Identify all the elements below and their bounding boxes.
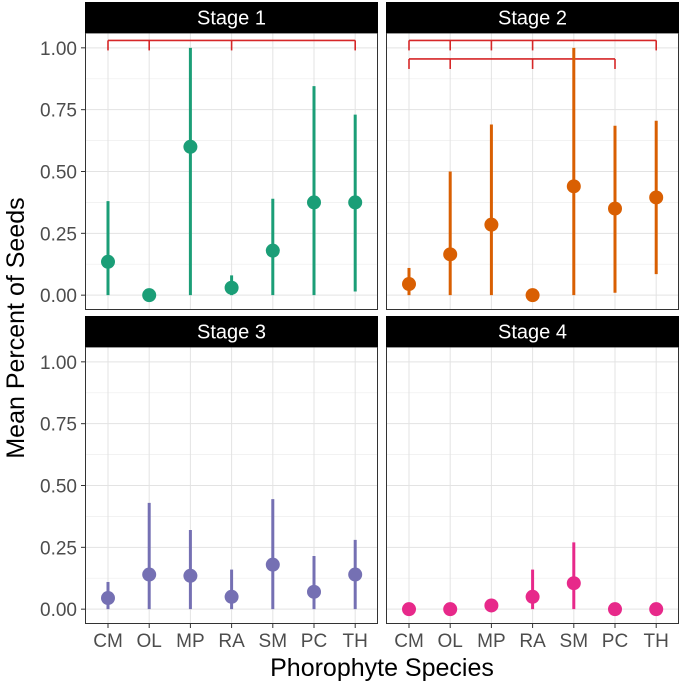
facet-strip (85, 2, 378, 33)
data-point (566, 179, 581, 194)
y-tick-label: 0.50 (40, 477, 77, 498)
y-tick-label: 1.00 (40, 353, 77, 374)
facet-strip-label: Stage 4 (498, 322, 567, 344)
data-point (348, 567, 363, 582)
x-tick-label: MP (477, 631, 506, 652)
data-point (484, 598, 499, 613)
data-point (224, 280, 239, 295)
data-point (307, 195, 321, 210)
data-point (183, 568, 198, 583)
y-tick-label: 1.00 (40, 39, 77, 60)
x-tick-label: MP (176, 631, 205, 652)
data-point (307, 584, 321, 599)
facet-strip-label: Stage 1 (197, 8, 266, 30)
data-point (265, 557, 280, 572)
data-point (649, 602, 664, 617)
x-tick-label: SM (259, 631, 288, 652)
facet-strip (386, 316, 679, 347)
y-tick-label: 0.25 (40, 538, 77, 559)
facet-strip (386, 2, 679, 33)
x-tick-label: PC (602, 631, 628, 652)
x-tick-label: RA (218, 631, 245, 652)
x-tick-label: OL (438, 631, 463, 652)
x-tick-label: CM (394, 631, 424, 652)
data-point (101, 254, 115, 269)
data-point (224, 589, 239, 604)
data-point (484, 217, 499, 232)
data-point (566, 576, 581, 591)
y-tick-label: 0.75 (40, 101, 77, 122)
x-tick-label: OL (137, 631, 162, 652)
y-tick-label: 0.50 (40, 163, 77, 184)
x-tick-label: TH (644, 631, 669, 652)
y-tick-label: 0.00 (40, 600, 77, 621)
x-axis-title: Phorophyte Species (270, 654, 494, 682)
data-point (348, 195, 363, 210)
y-tick-label: 0.00 (40, 286, 77, 307)
data-point (183, 139, 198, 154)
x-tick-label: TH (343, 631, 368, 652)
y-tick-label: 0.75 (40, 415, 77, 436)
data-point (142, 567, 157, 582)
facet-strip-label: Stage 2 (498, 8, 567, 30)
x-tick-label: PC (301, 631, 327, 652)
x-tick-label: SM (560, 631, 589, 652)
data-point (608, 602, 622, 617)
data-point (265, 243, 280, 258)
data-point (525, 589, 540, 604)
data-point (101, 591, 115, 606)
data-point (142, 288, 157, 303)
data-point (402, 277, 416, 292)
data-point (402, 602, 416, 617)
y-axis-title: Mean Percent of Seeds (2, 197, 30, 458)
facet-strip (85, 316, 378, 347)
x-tick-label: CM (93, 631, 123, 652)
y-tick-label: 0.25 (40, 224, 77, 245)
data-point (443, 602, 458, 617)
data-point (443, 247, 458, 262)
data-point (608, 201, 622, 216)
x-tick-label: RA (519, 631, 546, 652)
data-point (525, 288, 540, 303)
facet-strip-label: Stage 3 (197, 322, 266, 344)
data-point (649, 190, 664, 205)
